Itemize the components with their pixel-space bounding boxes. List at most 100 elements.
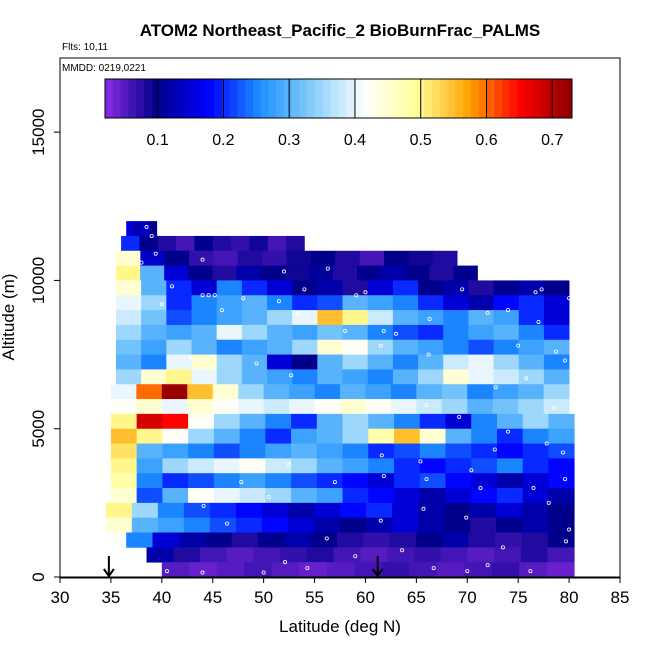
- heatmap-cell: [409, 562, 438, 578]
- heatmap-cell: [200, 547, 228, 563]
- heatmap-cell: [239, 488, 266, 504]
- sample-point: [159, 302, 164, 307]
- heatmap-cell: [241, 354, 268, 370]
- heatmap-cell: [342, 295, 369, 311]
- heatmap-cell: [368, 458, 395, 474]
- heatmap-cell: [419, 413, 446, 430]
- heatmap-cell: [468, 339, 494, 355]
- heatmap-cell: [231, 235, 250, 252]
- heatmap-cell: [239, 473, 266, 489]
- heatmap-cell: [317, 310, 343, 326]
- heatmap-cell: [491, 562, 520, 578]
- x-tick-label: 50: [254, 588, 273, 607]
- y-axis-label: Altitude (m): [0, 274, 18, 361]
- heatmap-cell: [267, 310, 293, 326]
- sample-point: [302, 287, 307, 292]
- sample-point: [325, 400, 330, 405]
- heatmap-cell: [191, 369, 218, 385]
- heatmap-cell: [287, 502, 315, 519]
- sample-point: [200, 293, 205, 298]
- heatmap-cell: [340, 399, 366, 415]
- heatmap-cell: [213, 458, 240, 474]
- heatmap-cell: [518, 354, 545, 370]
- heatmap-cell: [212, 399, 239, 415]
- heatmap-cell: [310, 532, 338, 548]
- sample-point: [567, 296, 572, 301]
- heatmap-cell: [496, 428, 524, 444]
- heatmap-cell: [367, 280, 394, 296]
- heatmap-cell: [342, 280, 369, 296]
- heatmap-cell: [314, 384, 341, 400]
- colorbar-swatch: [276, 79, 285, 118]
- sample-point: [536, 319, 541, 324]
- heatmap-cell: [468, 354, 494, 370]
- heatmap-cell: [518, 384, 545, 400]
- heatmap-cell: [212, 235, 232, 252]
- x-tick-label: 75: [509, 588, 528, 607]
- heatmap-cell: [316, 428, 343, 444]
- heatmap-cell: [432, 250, 458, 266]
- heatmap-cell: [287, 517, 315, 533]
- heatmap-cell: [468, 532, 496, 548]
- heatmap-cell: [333, 547, 361, 563]
- colorbar-swatch: [346, 79, 355, 118]
- heatmap-cell: [286, 235, 305, 252]
- heatmap-cell: [416, 532, 443, 548]
- heatmap-cell: [366, 517, 393, 533]
- sample-point: [378, 518, 383, 523]
- heatmap-cell: [445, 473, 472, 489]
- heatmap-cell: [216, 324, 243, 341]
- colorbar-swatch: [494, 79, 503, 118]
- colorbar-swatch: [369, 79, 378, 118]
- heatmap-cell: [212, 265, 237, 281]
- heatmap-cell: [164, 265, 189, 281]
- sample-point: [219, 308, 224, 313]
- heatmap-cell: [261, 517, 289, 533]
- sample-point: [546, 500, 551, 505]
- heatmap-cell: [518, 399, 545, 415]
- heatmap-cell: [239, 458, 266, 474]
- heatmap-cell: [292, 339, 318, 355]
- heatmap-cell: [110, 428, 138, 444]
- heatmap-cell: [522, 428, 549, 444]
- heatmap-cell: [280, 547, 308, 563]
- heatmap-cell: [187, 399, 214, 415]
- sample-point: [212, 293, 217, 298]
- heatmap-cell: [131, 517, 159, 533]
- heatmap-cell: [365, 399, 392, 415]
- colorbar-swatch: [470, 79, 480, 118]
- sample-point: [424, 477, 429, 482]
- heatmap-cell: [418, 354, 444, 370]
- heatmap-cell: [187, 384, 214, 400]
- heatmap-cell: [445, 428, 472, 444]
- x-tick-label: 30: [51, 588, 70, 607]
- x-axis-label: Latitude (deg N): [279, 617, 401, 636]
- heatmap-cell: [390, 399, 417, 415]
- heatmap-cell: [418, 517, 445, 533]
- heatmap-cell: [166, 310, 192, 326]
- heatmap-cell: [241, 339, 268, 355]
- colorbar-swatch: [385, 79, 394, 118]
- heatmap-cell: [496, 502, 523, 519]
- sample-point: [516, 343, 521, 348]
- sample-point: [393, 331, 398, 336]
- heatmap-cell: [286, 250, 312, 266]
- heatmap-cell: [419, 473, 446, 489]
- heatmap-cell: [392, 310, 419, 326]
- colorbar-swatch: [361, 79, 371, 118]
- heatmap-cell: [317, 324, 343, 341]
- x-tick-label: 40: [152, 588, 171, 607]
- colorbar-swatch: [213, 79, 223, 118]
- heatmap-cell: [543, 295, 570, 311]
- heatmap-cell: [241, 369, 268, 385]
- sample-point: [276, 299, 281, 304]
- heatmap-cell: [136, 428, 163, 444]
- heatmap-cell: [157, 235, 177, 252]
- sample-point: [200, 570, 205, 575]
- y-tick-label: 5000: [29, 410, 48, 448]
- heatmap-cell: [471, 428, 498, 444]
- heatmap-cell: [299, 562, 328, 578]
- heatmap-cell: [110, 384, 137, 400]
- heatmap-cell: [547, 547, 575, 563]
- heatmap-cell: [366, 502, 393, 519]
